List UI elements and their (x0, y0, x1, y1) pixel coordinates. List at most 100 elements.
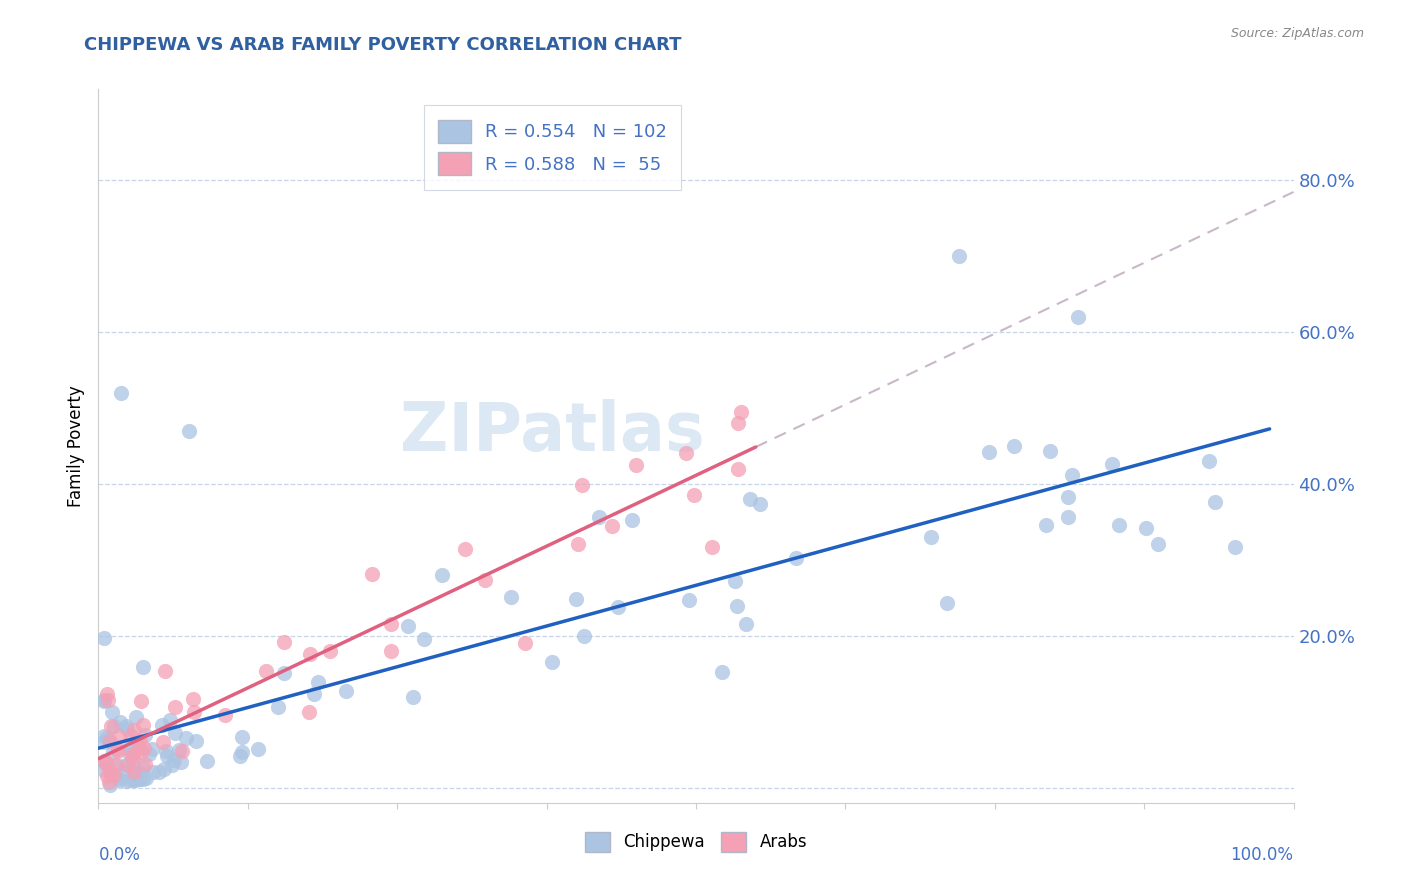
Point (128, 771, 150, 785)
Point (165, 726, 187, 740)
Point (730, 405, 752, 419)
Point (127, 734, 149, 748)
Point (725, 599, 748, 614)
Point (299, 647, 322, 661)
Point (1002, 439, 1025, 453)
Point (132, 718, 155, 732)
Point (167, 742, 190, 756)
Point (115, 722, 138, 736)
Point (727, 416, 749, 430)
Point (572, 629, 595, 643)
Point (266, 700, 288, 714)
Point (183, 705, 205, 719)
Point (727, 461, 749, 475)
Point (105, 758, 128, 772)
Text: CHIPPEWA VS ARAB FAMILY POVERTY CORRELATION CHART: CHIPPEWA VS ARAB FAMILY POVERTY CORRELAT… (84, 36, 682, 54)
Point (1146, 537, 1168, 551)
Text: 100.0%: 100.0% (1230, 846, 1294, 863)
Point (96, 731, 118, 745)
Point (93, 734, 115, 748)
Point (142, 764, 165, 779)
Point (120, 729, 142, 743)
Point (170, 755, 193, 769)
Point (319, 644, 342, 658)
Point (396, 619, 419, 633)
Point (1057, 490, 1080, 504)
Point (132, 740, 155, 755)
Point (620, 513, 643, 527)
Point (1108, 518, 1130, 533)
Point (128, 740, 150, 755)
Point (107, 772, 129, 787)
Point (110, 715, 132, 730)
Point (114, 719, 136, 733)
Point (129, 733, 152, 747)
Point (302, 687, 325, 701)
Point (541, 655, 564, 669)
Point (735, 617, 758, 632)
Point (607, 599, 630, 614)
Point (231, 730, 253, 744)
Point (134, 728, 156, 742)
Text: Source: ZipAtlas.com: Source: ZipAtlas.com (1230, 27, 1364, 40)
Point (115, 757, 138, 772)
Point (360, 567, 382, 582)
Point (121, 750, 143, 764)
Point (948, 249, 970, 263)
Point (702, 540, 724, 554)
Point (103, 767, 125, 781)
Point (474, 573, 496, 587)
Point (254, 665, 277, 679)
Point (1067, 310, 1090, 324)
Point (93, 631, 115, 645)
Point (454, 541, 477, 556)
Point (120, 772, 142, 787)
Point (122, 765, 145, 780)
Point (181, 692, 204, 706)
Point (98, 778, 121, 792)
Point (163, 752, 186, 766)
Point (162, 758, 184, 772)
Point (97, 692, 120, 706)
Text: 0.0%: 0.0% (98, 846, 141, 863)
Point (96, 769, 118, 783)
Point (141, 741, 163, 756)
Point (298, 705, 321, 719)
Point (107, 772, 129, 786)
Point (93, 693, 115, 707)
Point (122, 746, 145, 760)
Point (231, 745, 253, 759)
Point (93, 729, 115, 743)
Y-axis label: Family Poverty: Family Poverty (66, 385, 84, 507)
Point (499, 590, 522, 604)
Point (1039, 443, 1062, 458)
Point (1198, 454, 1220, 468)
Point (174, 731, 197, 745)
Text: ZIPatlas: ZIPatlas (401, 399, 704, 465)
Point (114, 765, 136, 780)
Point (98, 774, 121, 789)
Point (785, 550, 807, 565)
Point (94, 757, 117, 772)
Point (626, 458, 648, 473)
Point (1223, 541, 1246, 555)
Point (124, 772, 146, 787)
Point (678, 593, 700, 607)
Point (124, 723, 146, 738)
Point (153, 664, 176, 678)
Point (124, 773, 146, 788)
Point (600, 518, 623, 533)
Point (128, 766, 150, 780)
Point (571, 478, 593, 492)
Point (120, 738, 142, 752)
Point (138, 747, 160, 761)
Point (134, 757, 156, 772)
Point (125, 710, 148, 724)
Point (96, 687, 118, 701)
Point (380, 617, 402, 632)
Point (115, 774, 138, 789)
Point (412, 632, 434, 647)
Point (1056, 510, 1078, 524)
Point (101, 745, 124, 759)
Point (135, 771, 157, 785)
